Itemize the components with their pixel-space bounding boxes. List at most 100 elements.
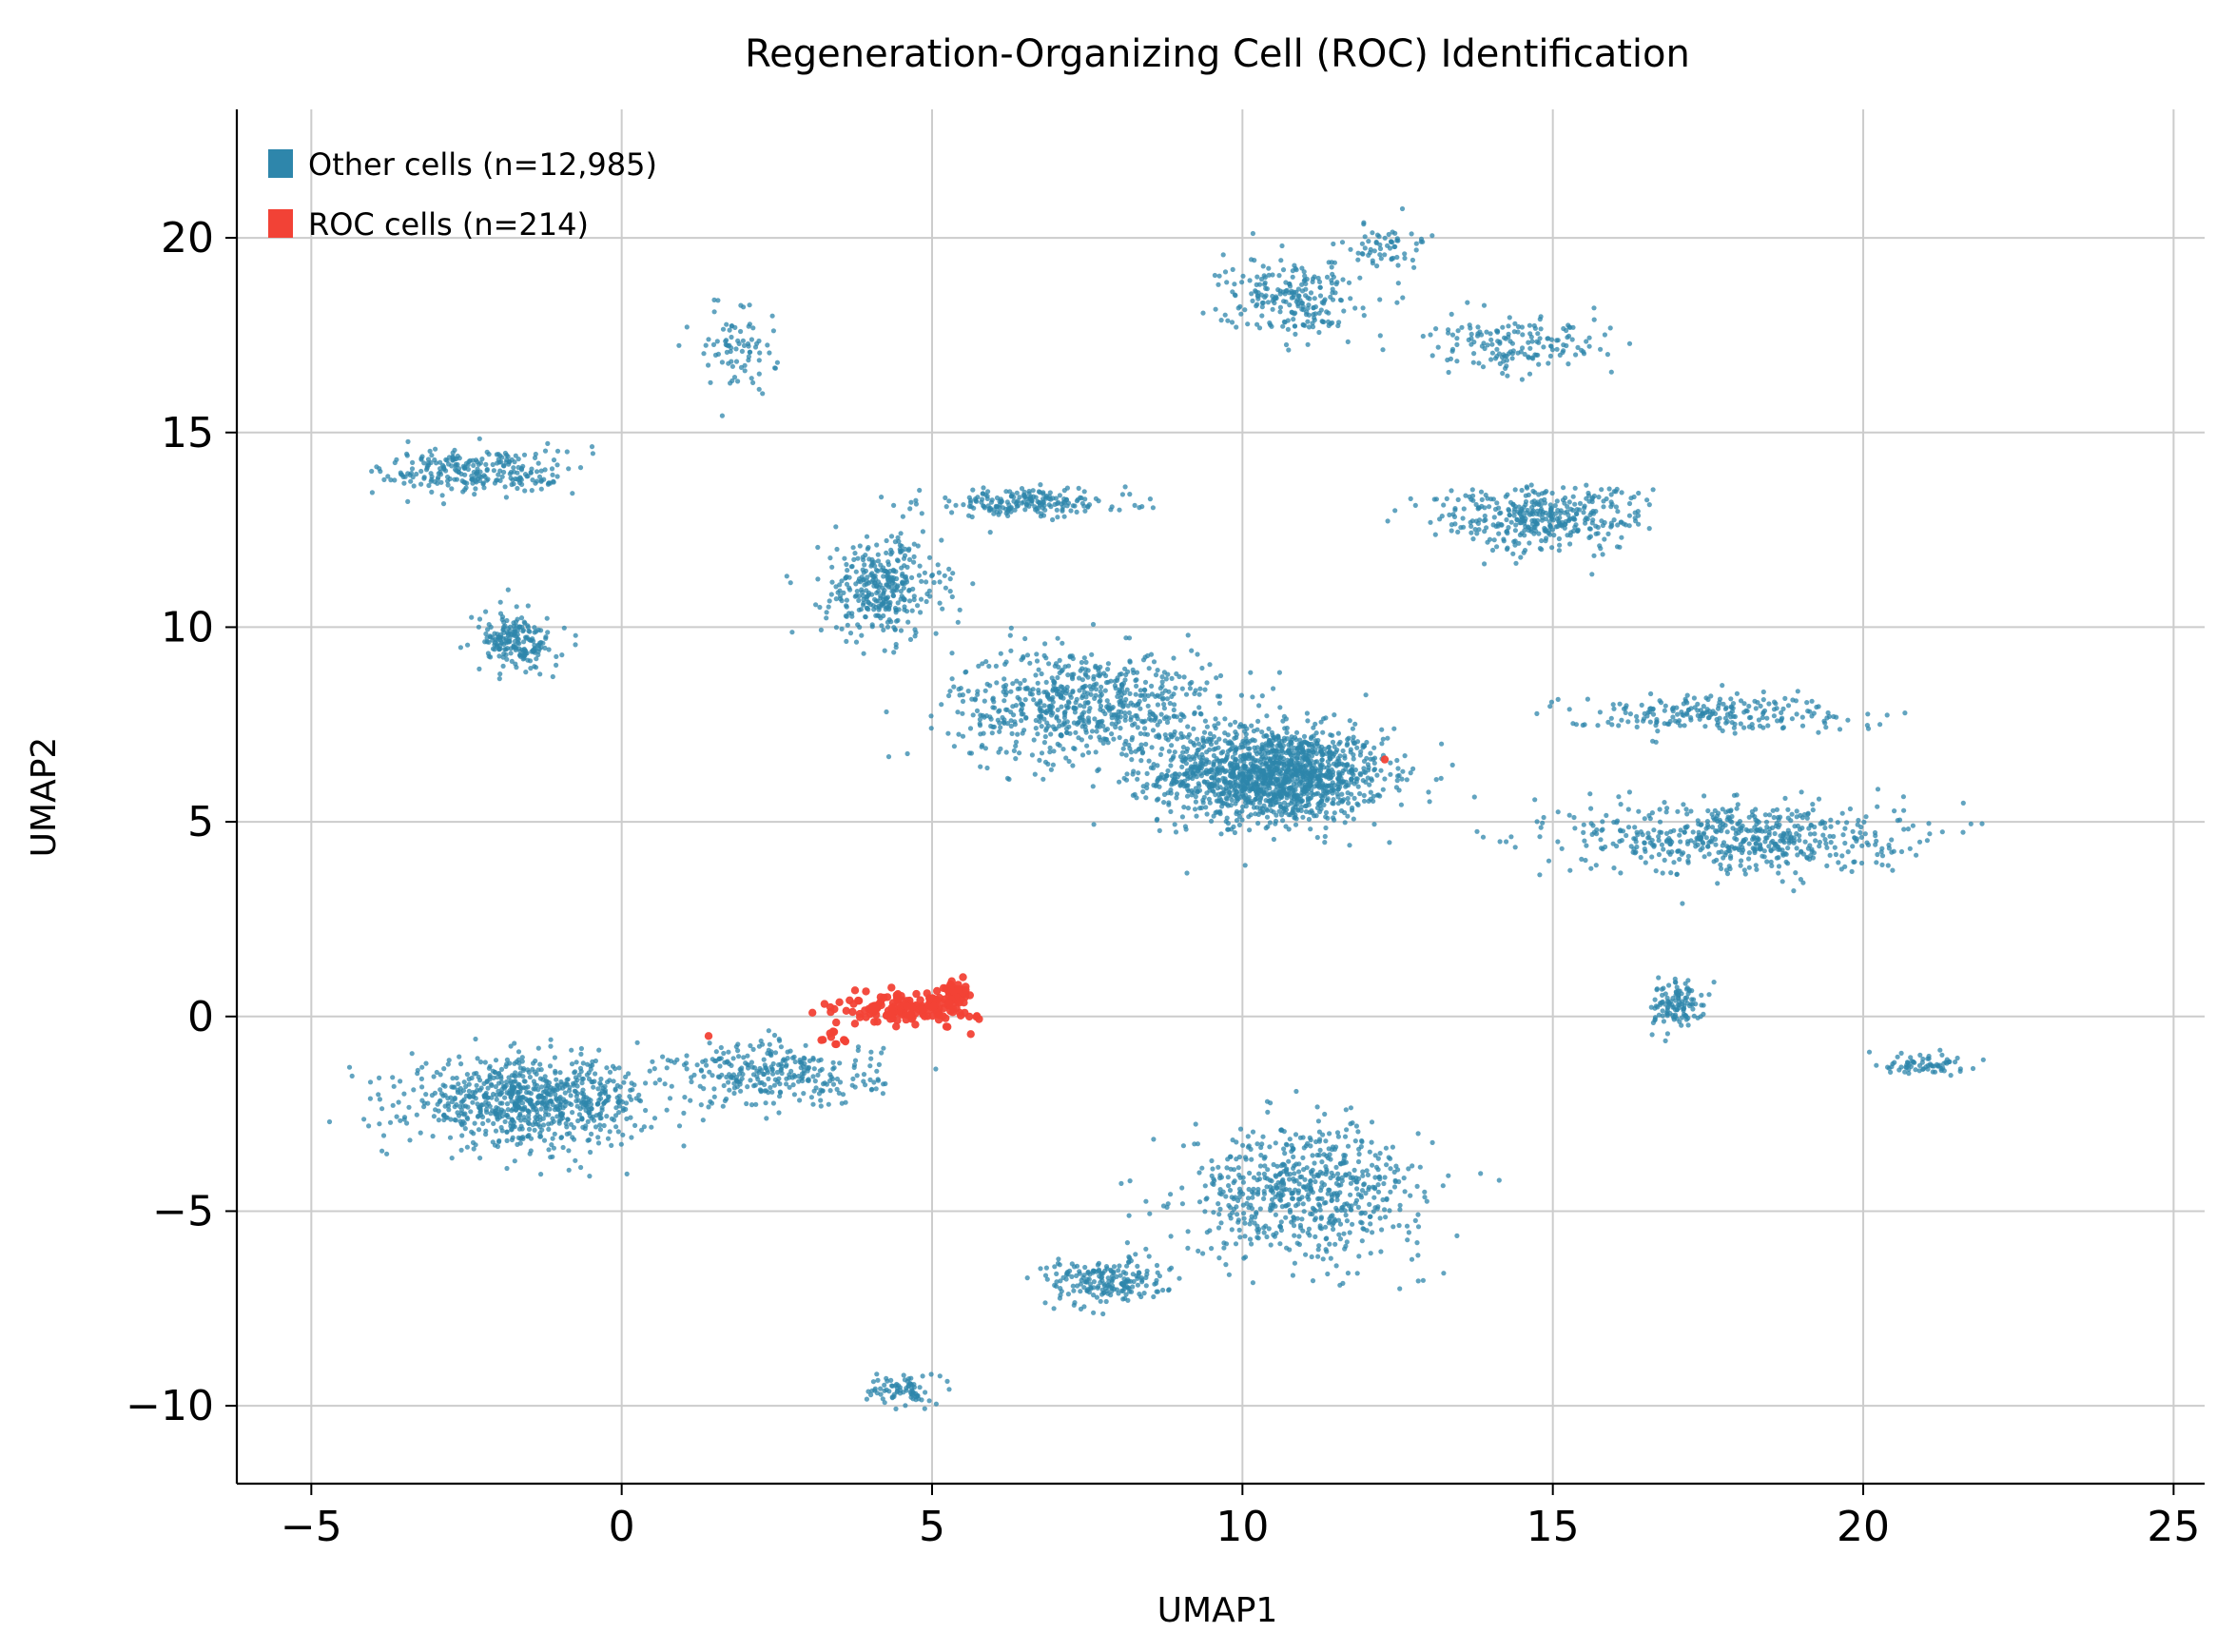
other-cell-point bbox=[1259, 729, 1264, 734]
other-cell-point bbox=[1265, 825, 1270, 829]
other-cell-point bbox=[1275, 1193, 1280, 1197]
other-cell-point bbox=[384, 1152, 389, 1156]
other-cell-point bbox=[1023, 716, 1028, 721]
other-cell-point bbox=[553, 1055, 557, 1059]
other-cell-point bbox=[1298, 1223, 1303, 1228]
other-cell-point bbox=[1191, 727, 1196, 731]
other-cell-point bbox=[827, 1072, 832, 1077]
other-cell-point bbox=[817, 605, 822, 610]
other-cell-point bbox=[917, 488, 922, 493]
other-cell-point bbox=[1262, 1189, 1267, 1194]
other-cell-point bbox=[1218, 798, 1223, 803]
other-cell-point bbox=[1069, 695, 1074, 700]
other-cell-point bbox=[1010, 731, 1015, 736]
other-cell-point bbox=[1336, 772, 1341, 777]
other-cell-point bbox=[1323, 826, 1328, 830]
other-cell-point bbox=[1288, 1137, 1293, 1141]
other-cell-point bbox=[1222, 716, 1227, 721]
other-cell-point bbox=[398, 1079, 402, 1083]
other-cell-point bbox=[704, 1063, 709, 1068]
other-cell-point bbox=[518, 1136, 523, 1140]
other-cell-point bbox=[527, 1127, 532, 1132]
other-cell-point bbox=[546, 1092, 551, 1097]
other-cell-point bbox=[1317, 1196, 1322, 1201]
other-cell-point bbox=[1345, 1218, 1350, 1223]
other-cell-point bbox=[1015, 491, 1020, 496]
other-cell-point bbox=[1803, 840, 1808, 845]
other-cell-point bbox=[1033, 507, 1038, 512]
other-cell-point bbox=[1254, 796, 1259, 801]
other-cell-point bbox=[1147, 759, 1152, 764]
other-cell-point bbox=[567, 1131, 572, 1136]
other-cell-point bbox=[1370, 1163, 1374, 1168]
other-cell-point bbox=[1237, 1228, 1242, 1233]
other-cell-point bbox=[1060, 689, 1065, 693]
other-cell-point bbox=[1129, 757, 1134, 762]
other-cell-point bbox=[1892, 808, 1896, 813]
other-cell-point bbox=[1197, 1199, 1202, 1204]
other-cell-point bbox=[1291, 1155, 1295, 1159]
other-cell-point bbox=[1306, 1196, 1311, 1201]
other-cell-point bbox=[1204, 749, 1209, 754]
other-cell-point bbox=[1184, 692, 1189, 697]
other-cell-point bbox=[575, 1083, 580, 1088]
other-cell-point bbox=[554, 1078, 558, 1082]
other-cell-point bbox=[1434, 777, 1439, 782]
other-cell-point bbox=[1300, 1156, 1305, 1160]
other-cell-point bbox=[946, 567, 951, 572]
other-cell-point bbox=[1341, 768, 1346, 773]
other-cell-point bbox=[1368, 1221, 1372, 1226]
other-cell-point bbox=[1157, 785, 1161, 789]
other-cell-point bbox=[1022, 678, 1027, 683]
other-cell-point bbox=[1177, 1276, 1181, 1281]
other-cell-point bbox=[1049, 768, 1054, 772]
other-cell-point bbox=[578, 1066, 583, 1071]
other-cell-point bbox=[1797, 838, 1801, 843]
other-cell-point bbox=[1329, 783, 1333, 787]
other-cell-point bbox=[1277, 705, 1282, 709]
other-cell-point bbox=[1661, 846, 1665, 851]
other-cell-point bbox=[763, 1062, 768, 1067]
other-cell-point bbox=[1042, 641, 1047, 646]
other-cell-point bbox=[753, 1082, 758, 1087]
other-cell-point bbox=[1215, 799, 1219, 804]
other-cell-point bbox=[1390, 1145, 1395, 1150]
other-cell-point bbox=[1051, 748, 1056, 753]
other-cell-point bbox=[827, 598, 832, 603]
other-cell-point bbox=[1131, 1272, 1136, 1276]
other-cell-point bbox=[723, 1098, 728, 1103]
other-cell-point bbox=[1131, 671, 1136, 675]
other-cell-point bbox=[1280, 818, 1285, 823]
other-cell-point bbox=[1143, 742, 1148, 747]
other-cell-point bbox=[1151, 505, 1156, 510]
other-cell-point bbox=[1048, 490, 1053, 495]
other-cell-point bbox=[700, 1059, 705, 1064]
other-cell-point bbox=[652, 1116, 657, 1120]
other-cell-point bbox=[1165, 768, 1170, 773]
other-cell-point bbox=[1318, 1148, 1323, 1153]
other-cell-point bbox=[1353, 1138, 1358, 1143]
other-cell-point bbox=[579, 1080, 584, 1085]
other-cell-point bbox=[1145, 653, 1150, 658]
other-cell-point bbox=[1346, 736, 1351, 741]
other-cell-point bbox=[1216, 778, 1221, 783]
other-cell-point bbox=[1070, 690, 1075, 694]
other-cell-point bbox=[1303, 804, 1308, 808]
other-cell-point bbox=[1291, 1166, 1295, 1171]
other-cell-point bbox=[1058, 658, 1062, 663]
other-cell-point bbox=[1256, 703, 1261, 708]
other-cell-point bbox=[485, 1096, 490, 1100]
other-cell-point bbox=[1169, 790, 1174, 795]
other-cell-point bbox=[1316, 1202, 1321, 1207]
other-cell-point bbox=[1254, 728, 1259, 732]
other-cell-point bbox=[1283, 1215, 1288, 1220]
other-cell-point bbox=[1092, 822, 1097, 826]
other-cell-point bbox=[1095, 729, 1099, 733]
other-cell-point bbox=[1405, 1237, 1410, 1242]
other-cell-point bbox=[1359, 1139, 1364, 1144]
other-cell-point bbox=[1260, 1135, 1265, 1139]
other-cell-point bbox=[565, 1082, 570, 1087]
other-cell-point bbox=[921, 529, 925, 534]
other-cell-point bbox=[593, 1071, 597, 1076]
other-cell-point bbox=[1091, 622, 1096, 627]
